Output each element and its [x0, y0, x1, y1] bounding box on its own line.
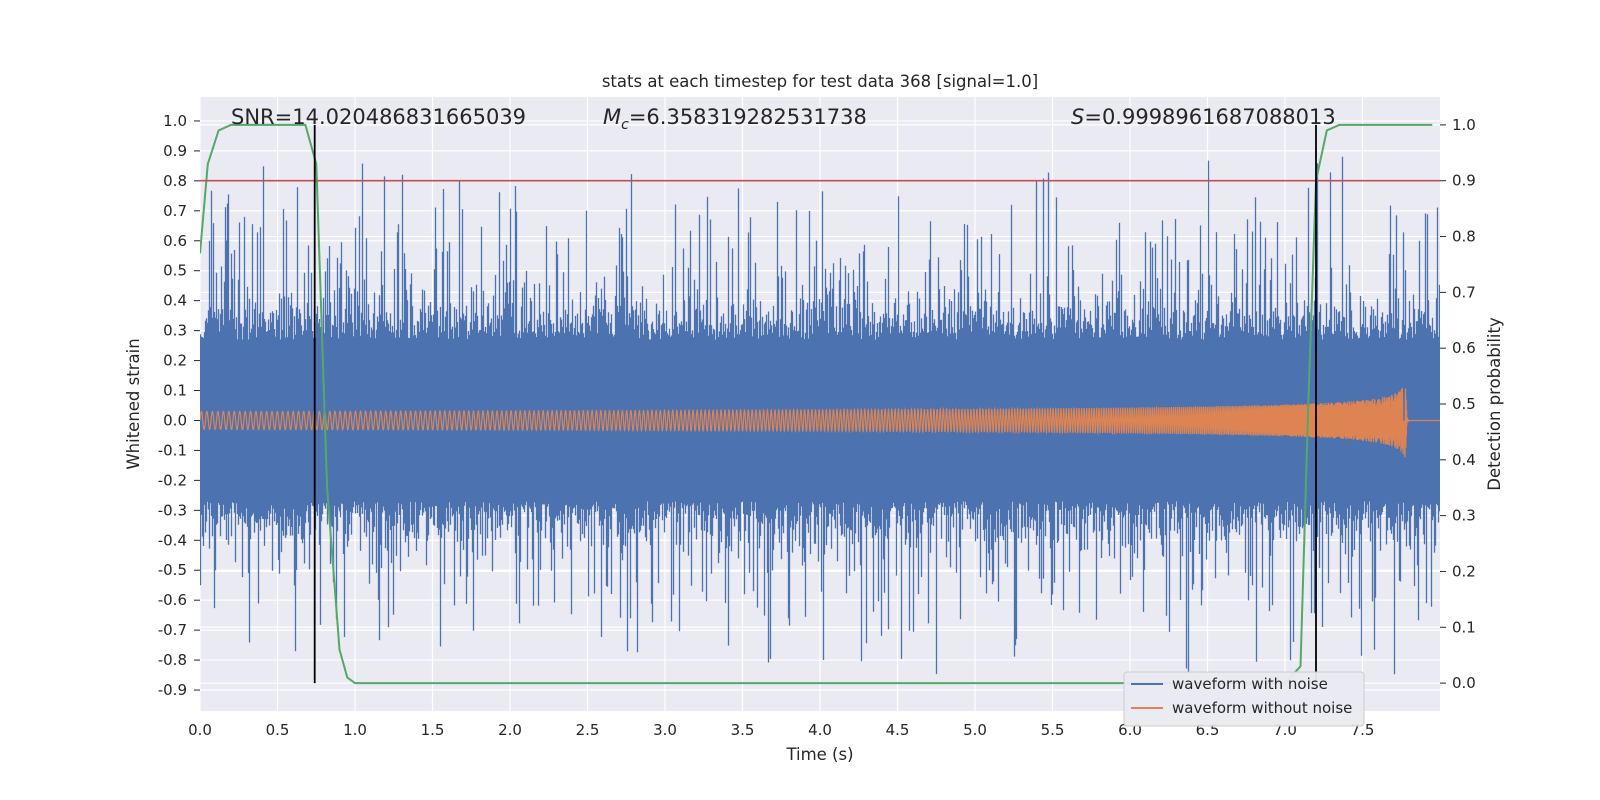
legend-clean-label: waveform without noise [1172, 699, 1352, 717]
y-tick-label-left: 0.7 [163, 202, 187, 220]
y-axis-label-left: Whitened strain [124, 338, 143, 469]
x-tick-label: 2.5 [576, 721, 600, 739]
y-tick-label-left: -0.9 [158, 681, 187, 699]
y-tick-label-right: 0.4 [1452, 451, 1476, 469]
x-tick-label: 1.0 [343, 721, 367, 739]
x-tick-label: 0.0 [188, 721, 212, 739]
y-tick-label-left: -0.3 [158, 501, 187, 519]
y-tick-label-right: 0.1 [1452, 618, 1476, 636]
y-tick-label-right: 0.7 [1452, 283, 1476, 301]
x-tick-label: 1.5 [421, 721, 445, 739]
y-tick-label-left: 0.0 [163, 411, 187, 429]
s-annotation: S=0.9998961687088013 [1071, 105, 1336, 129]
x-tick-label: 5.0 [963, 721, 987, 739]
y-tick-label-right: 0.2 [1452, 562, 1476, 580]
x-tick-label: 2.0 [498, 721, 522, 739]
y-tick-label-right: 0.9 [1452, 172, 1476, 190]
y-tick-label-right: 0.5 [1452, 395, 1476, 413]
y-tick-label-left: -0.5 [158, 561, 187, 579]
y-tick-label-left: -0.8 [158, 651, 187, 669]
y-tick-label-left: -0.2 [158, 471, 187, 489]
clean-waveform-line [200, 387, 1440, 458]
y-tick-label-left: 0.6 [163, 232, 187, 250]
y-tick-label-left: -0.6 [158, 591, 187, 609]
y-tick-label-left: 0.9 [163, 142, 187, 160]
x-tick-label: 0.5 [266, 721, 290, 739]
y-tick-label-right: 0.8 [1452, 228, 1476, 246]
x-tick-label: 5.5 [1041, 721, 1065, 739]
y-tick-label-left: 0.1 [163, 382, 187, 400]
x-tick-label: 4.5 [886, 721, 910, 739]
detection-probability-line [200, 123, 1433, 685]
y-tick-label-left: 1.0 [163, 112, 187, 130]
y-tick-label-left: -0.1 [158, 441, 187, 459]
x-tick-label: 4.0 [808, 721, 832, 739]
legend-noise-label: waveform with noise [1172, 675, 1328, 693]
y-tick-label-left: 0.8 [163, 172, 187, 190]
y-tick-label-left: 0.5 [163, 262, 187, 280]
y-tick-label-right: 1.0 [1452, 116, 1476, 134]
y-tick-label-right: 0.3 [1452, 507, 1476, 525]
x-tick-label: 3.5 [731, 721, 755, 739]
y-tick-label-left: -0.7 [158, 621, 187, 639]
y-tick-label-right: 0.0 [1452, 674, 1476, 692]
y-tick-label-left: 0.3 [163, 322, 187, 340]
y-tick-label-left: -0.4 [158, 531, 187, 549]
chirp-mass-annotation: Mc=6.358319282531738 [603, 105, 867, 133]
y-tick-label-left: 0.4 [163, 292, 187, 310]
snr-annotation: SNR=14.020486831665039 [231, 105, 526, 129]
chart-title: stats at each timestep for test data 368… [602, 72, 1038, 91]
y-axis-label-right: Detection probability [1485, 317, 1504, 491]
y-tick-label-right: 0.6 [1452, 339, 1476, 357]
x-axis-label: Time (s) [785, 745, 853, 764]
y-tick-label-left: 0.2 [163, 352, 187, 370]
x-tick-label: 3.0 [653, 721, 677, 739]
legend: waveform with noise waveform without noi… [1123, 671, 1365, 727]
